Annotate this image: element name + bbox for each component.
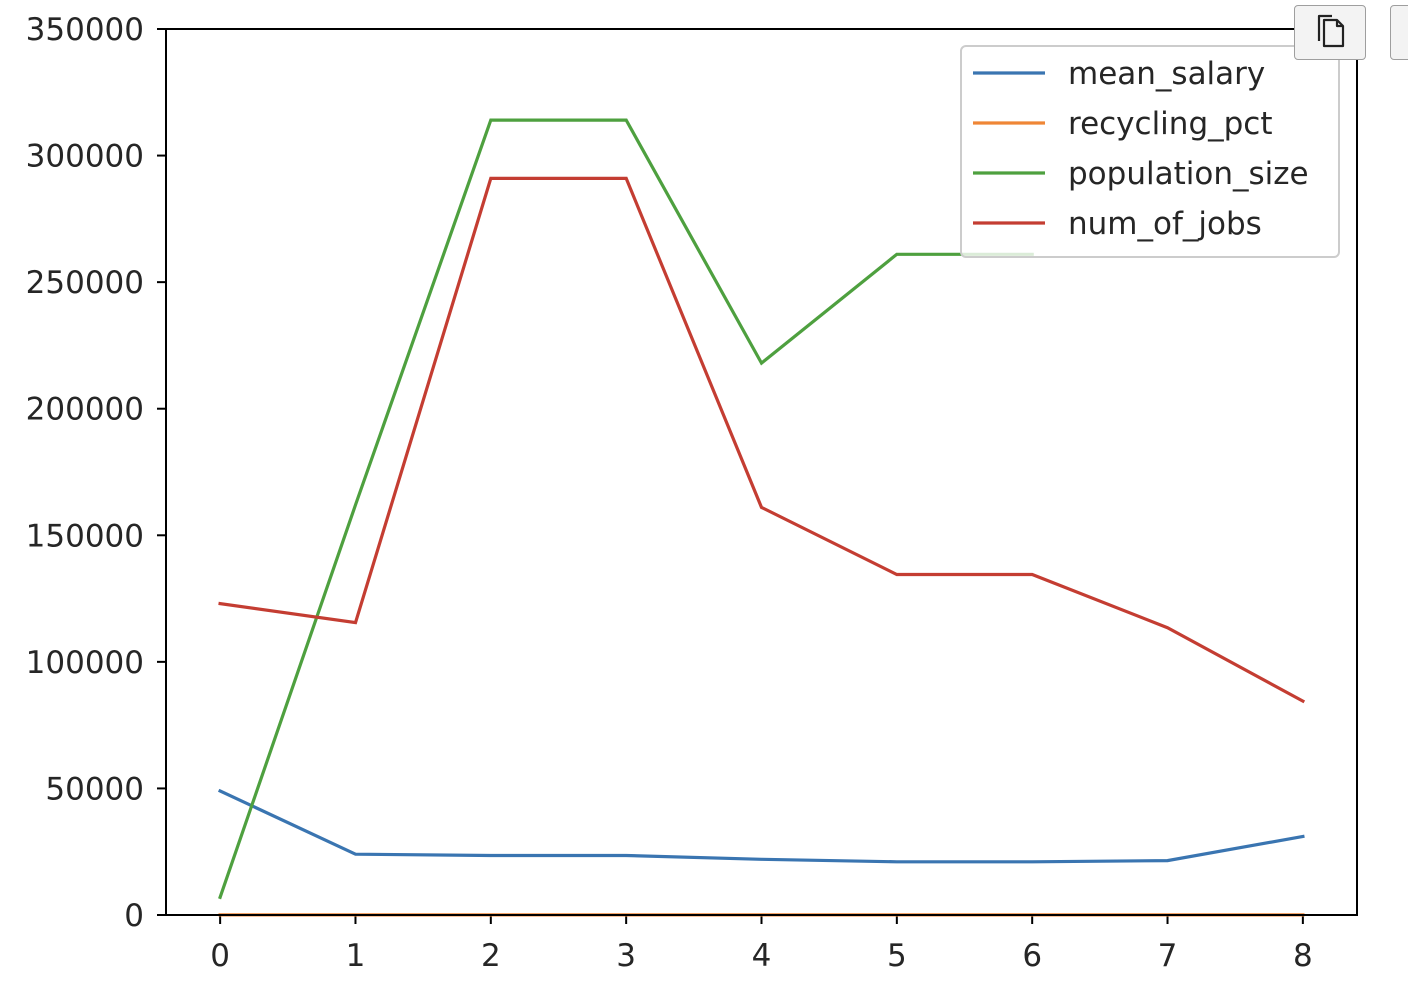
toolbar-button[interactable] — [1390, 5, 1408, 60]
x-tick-label: 4 — [752, 938, 772, 974]
series-line-mean-salary — [217, 788, 1305, 864]
legend-label: mean_salary — [1068, 56, 1265, 92]
x-tick-label: 8 — [1293, 938, 1313, 974]
x-tick-label: 5 — [887, 938, 907, 974]
y-tick-label: 250000 — [26, 265, 144, 301]
y-tick-label: 150000 — [26, 518, 144, 554]
y-tick-label: 50000 — [45, 771, 144, 807]
y-tick-label: 300000 — [26, 139, 144, 175]
x-tick-label: 1 — [346, 938, 366, 974]
series-line-num-of-jobs — [218, 176, 1306, 704]
x-axis: 0 1 2 3 4 5 6 7 8 — [210, 915, 1313, 974]
x-tick-label: 6 — [1022, 938, 1042, 974]
y-axis: 0 50000 100000 150000 200000 250000 300000 3500… — [26, 12, 166, 934]
copy-icon — [1315, 14, 1345, 52]
legend-box — [960, 45, 1340, 258]
x-tick-label: 0 — [210, 938, 230, 974]
x-tick-label: 2 — [481, 938, 501, 974]
copy-button[interactable] — [1294, 5, 1366, 60]
y-tick-label: 350000 — [26, 12, 144, 48]
y-tick-label: 0 — [124, 898, 144, 934]
legend: mean_salary recycling_pct population_sizen… — [960, 45, 1340, 258]
x-tick-label: 7 — [1158, 938, 1178, 974]
x-tick-label: 3 — [616, 938, 636, 974]
legend-label: num_of_jobs — [1068, 206, 1262, 242]
series-line-population-size — [218, 118, 1034, 900]
legend-label: population_size — [1068, 156, 1309, 192]
legend-label: recycling_pct — [1068, 106, 1273, 142]
y-tick-label: 200000 — [26, 392, 144, 428]
plot-frame — [165, 28, 1358, 916]
y-tick-label: 100000 — [26, 645, 144, 681]
